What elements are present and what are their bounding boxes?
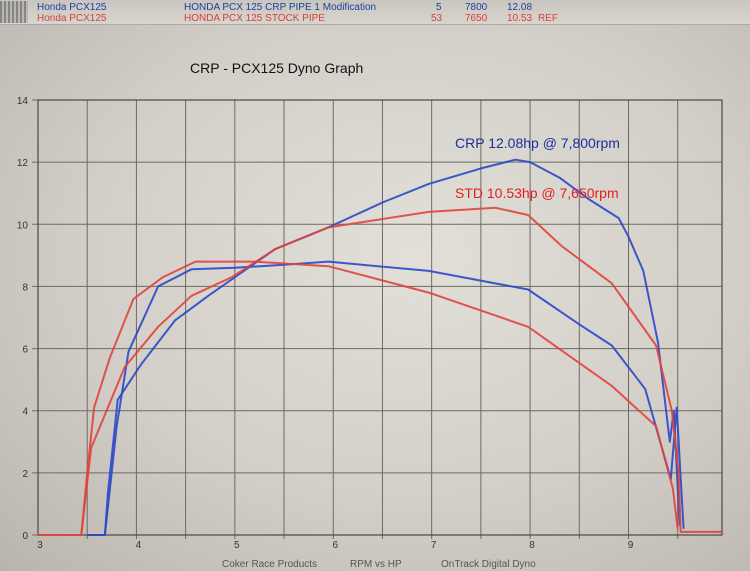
footer-graph-type: RPM vs HP [350,559,402,570]
std-peak-annotation: STD 10.53hp @ 7,650rpm [455,185,619,201]
run-legend-header: Honda PCX125 HONDA PCX 125 CRP PIPE 1 Mo… [0,0,750,25]
x-tick-label: 5 [234,540,240,551]
plot-frame [37,99,723,536]
peak-rpm: 7800 [465,2,488,13]
run-description: HONDA PCX 125 STOCK PIPE [184,13,325,24]
footer-company: Coker Race Products [222,559,318,570]
peak-rpm: 7650 [465,13,488,24]
vehicle-name: Honda PCX125 [37,2,107,13]
x-tick-label: 6 [332,540,338,551]
graph-thumbnail-icon [0,1,28,23]
y-tick-label: 4 [22,407,28,418]
peak-hp: 12.08 [507,2,533,13]
run-description: HONDA PCX 125 CRP PIPE 1 Modification [184,2,377,13]
reference-flag: REF [538,13,558,24]
y-tick-label: 6 [22,345,28,356]
crp-peak-annotation: CRP 12.08hp @ 7,800rpm [455,135,620,151]
chart-title: CRP - PCX125 Dyno Graph [190,60,364,76]
x-tick-label: 3 [37,540,43,551]
y-tick-label: 12 [17,158,29,169]
y-tick-label: 0 [22,531,28,542]
y-tick-label: 14 [17,96,29,107]
run-number: 53 [431,13,443,24]
y-tick-label: 8 [22,282,28,293]
stock-curve-hp [80,206,722,536]
footer-software: OnTrack Digital Dyno [441,559,536,570]
crp-curve-secondary [103,260,685,536]
x-tick-label: 4 [136,540,142,551]
crp-curve-hp [87,158,681,536]
run-number: 5 [436,2,442,13]
stock-curve-secondary [38,260,679,536]
x-tick-label: 9 [628,540,634,551]
x-tick-label: 8 [529,540,535,551]
vehicle-name: Honda PCX125 [37,13,107,24]
y-tick-label: 10 [17,220,29,231]
y-tick-label: 2 [22,469,28,480]
x-tick-label: 7 [431,540,437,551]
peak-hp: 10.53 [507,13,533,24]
